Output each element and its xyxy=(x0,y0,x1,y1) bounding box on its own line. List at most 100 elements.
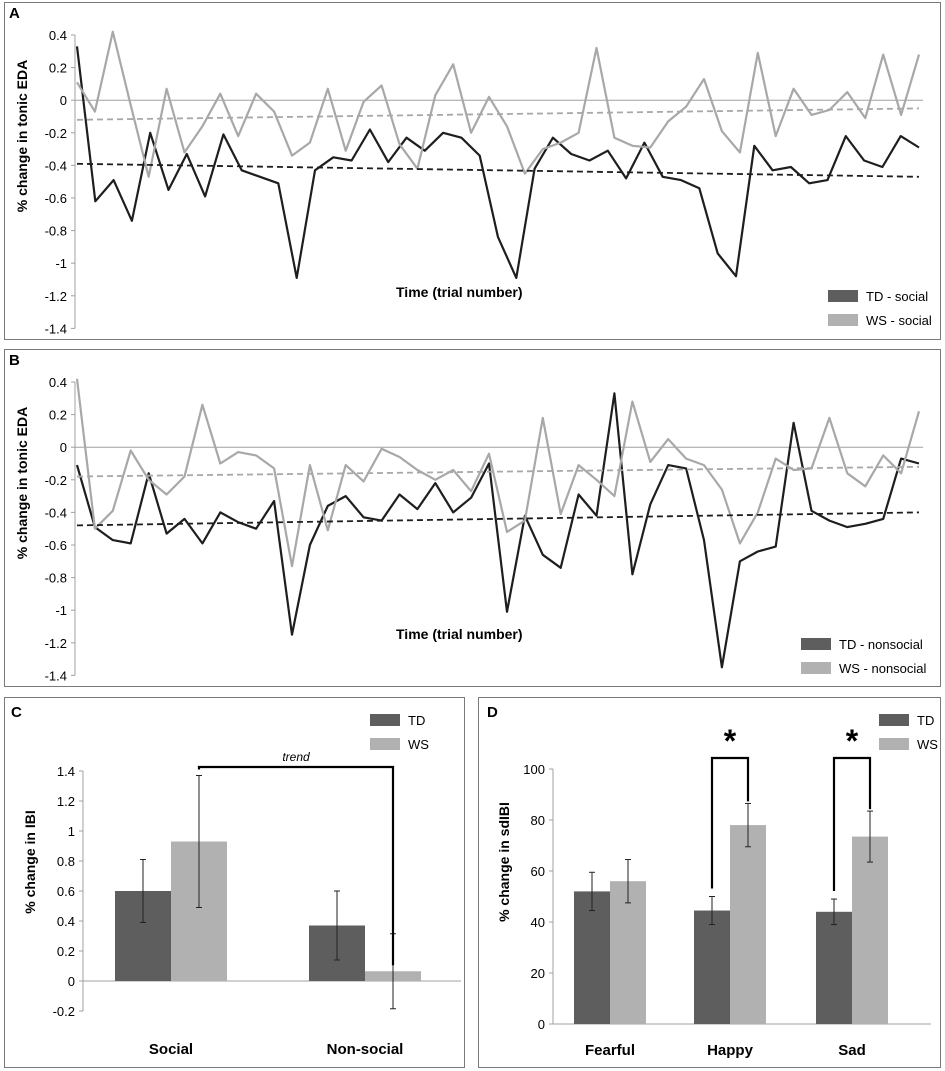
legend-label-td: TD xyxy=(917,712,935,728)
legend-item-ws: WS - social xyxy=(828,308,932,332)
category-label-d: Sad xyxy=(838,1042,866,1059)
legend-label-ws: WS xyxy=(408,736,429,752)
annotation-trend: trend xyxy=(282,750,310,764)
legend-item-ws: WS xyxy=(370,732,429,756)
y-tick-label-a: -0.2 xyxy=(45,126,67,141)
series-line-ws-social xyxy=(76,30,921,178)
y-tick-label-c: 0.6 xyxy=(57,884,75,899)
bar-ws-d xyxy=(852,836,888,1024)
panel-label-b: B xyxy=(9,352,20,369)
chart-a-svg: 0.4 0.2 0 -0.2 -0.4 -0.6 -0.8 -1 -1.2 -1.4 xyxy=(45,28,923,336)
category-label-d: Fearful xyxy=(585,1042,635,1059)
chart-b-svg: 0.4 0.2 0 -0.2 -0.4 -0.6 -0.8 -1 -1.2 -1.4 xyxy=(45,375,923,683)
legend-label-td: TD - social xyxy=(866,288,929,304)
legend-label-td: TD - nonsocial xyxy=(839,636,923,652)
y-tick-label-b: 0.4 xyxy=(49,375,67,390)
y-tick-label-a: -1.2 xyxy=(45,289,67,304)
panel-b: 0.4 0.2 0 -0.2 -0.4 -0.6 -0.8 -1 -1.2 -1.4 B % ch… xyxy=(4,349,941,687)
legend-swatch-ws xyxy=(370,738,400,750)
panel-label-d: D xyxy=(487,704,498,721)
bar-td-d xyxy=(694,910,730,1024)
y-tick-label-a: 0.4 xyxy=(49,28,67,43)
y-tick-label-b: -1.4 xyxy=(45,668,67,683)
y-tick-label-a: -0.6 xyxy=(45,191,67,206)
y-tick-label-c: 1.2 xyxy=(57,794,75,809)
series-line-td-social-trend xyxy=(76,162,920,178)
y-tick-label-a: 0 xyxy=(60,93,67,108)
legend-item-td: TD xyxy=(879,708,938,732)
legend-swatch-td xyxy=(879,714,909,726)
bar-td-d xyxy=(574,891,610,1024)
legend-swatch-td xyxy=(801,638,831,650)
y-tick-label-a: -1.4 xyxy=(45,321,67,336)
series-line-td-social xyxy=(75,46,920,279)
y-tick-label-b: -0.2 xyxy=(45,473,67,488)
y-axis-label-c: % change in IBI xyxy=(22,810,38,914)
y-axis-label-a: % change in tonic EDA xyxy=(14,59,30,213)
y-tick-label-d: 80 xyxy=(531,813,545,828)
legend-d: TD WS xyxy=(879,708,938,756)
y-tick-label-b: -1 xyxy=(55,603,67,618)
y-tick-label-b: -0.8 xyxy=(45,571,67,586)
chart-d-svg: 100 80 60 40 20 0 Fearful Happy Sad * * xyxy=(523,723,931,1059)
series-line-td-nonsocial-trend xyxy=(76,511,920,527)
y-axis-label-d: % change in sdIBI xyxy=(496,802,512,922)
y-tick-label-a: -0.8 xyxy=(45,224,67,239)
y-tick-label-b: 0.2 xyxy=(49,408,67,423)
category-label-c: Social xyxy=(149,1041,193,1058)
y-tick-label-c: 0.4 xyxy=(57,914,75,929)
legend-item-td: TD - social xyxy=(828,284,932,308)
legend-swatch-td xyxy=(828,290,858,302)
y-tick-label-d: 20 xyxy=(531,966,545,981)
legend-a: TD - social WS - social xyxy=(828,284,932,332)
x-axis-label-a: Time (trial number) xyxy=(396,284,523,300)
legend-label-ws: WS xyxy=(917,736,938,752)
legend-c: TD WS xyxy=(370,708,429,756)
series-line-td-nonsocial xyxy=(75,392,920,669)
x-axis-label-b: Time (trial number) xyxy=(396,626,523,642)
series-line-ws-social-trend xyxy=(76,107,920,121)
legend-item-ws: WS xyxy=(879,732,938,756)
y-tick-label-c: 0 xyxy=(68,974,75,989)
legend-item-td: TD - nonsocial xyxy=(801,632,926,656)
panel-c: 1.4 1.2 1 0.8 0.6 0.4 0.2 0 -0.2 Social Non-social… xyxy=(4,697,465,1068)
bar-td-d xyxy=(816,911,852,1024)
legend-swatch-ws xyxy=(828,314,858,326)
significance-bracket-d xyxy=(710,756,750,889)
series-line-ws-nonsocial xyxy=(75,378,921,568)
legend-swatch-ws xyxy=(801,662,831,674)
legend-label-ws: WS - nonsocial xyxy=(839,660,927,676)
y-tick-label-d: 100 xyxy=(523,762,545,777)
y-tick-label-c: 0.2 xyxy=(57,944,75,959)
y-tick-label-a: 0.2 xyxy=(49,61,67,76)
significance-star: * xyxy=(724,723,737,759)
significance-bracket-d xyxy=(832,756,872,892)
y-tick-label-b: 0 xyxy=(60,440,67,455)
y-tick-label-c: 0.8 xyxy=(57,854,75,869)
y-tick-label-d: 0 xyxy=(538,1017,545,1032)
category-label-d: Happy xyxy=(707,1042,754,1059)
y-tick-label-d: 40 xyxy=(531,915,545,930)
legend-item-ws: WS - nonsocial xyxy=(801,656,926,680)
panel-a: 0.4 0.2 0 -0.2 -0.4 -0.6 -0.8 -1 -1.2 -1.4 A % ch… xyxy=(4,2,941,340)
panel-label-c: C xyxy=(11,704,22,721)
series-line-ws-nonsocial-trend xyxy=(76,465,920,478)
legend-item-td: TD xyxy=(370,708,429,732)
y-tick-label-a: -0.4 xyxy=(45,158,67,173)
panel-label-a: A xyxy=(9,5,20,22)
y-tick-label-c: 1 xyxy=(68,824,75,839)
y-tick-label-a: -1 xyxy=(55,256,67,271)
y-tick-label-b: -0.6 xyxy=(45,538,67,553)
legend-label-ws: WS - social xyxy=(866,312,932,328)
bar-ws-d xyxy=(730,825,766,1024)
y-tick-label-b: -0.4 xyxy=(45,505,67,520)
legend-swatch-ws xyxy=(879,738,909,750)
chart-c-svg: 1.4 1.2 1 0.8 0.6 0.4 0.2 0 -0.2 Social Non-social… xyxy=(53,750,461,1058)
y-tick-label-c: -0.2 xyxy=(53,1004,75,1019)
significance-bracket-c xyxy=(197,765,395,966)
y-tick-label-d: 60 xyxy=(531,864,545,879)
legend-b: TD - nonsocial WS - nonsocial xyxy=(801,632,926,680)
y-tick-label-c: 1.4 xyxy=(57,764,75,779)
y-tick-label-b: -1.2 xyxy=(45,636,67,651)
significance-star: * xyxy=(846,723,859,759)
